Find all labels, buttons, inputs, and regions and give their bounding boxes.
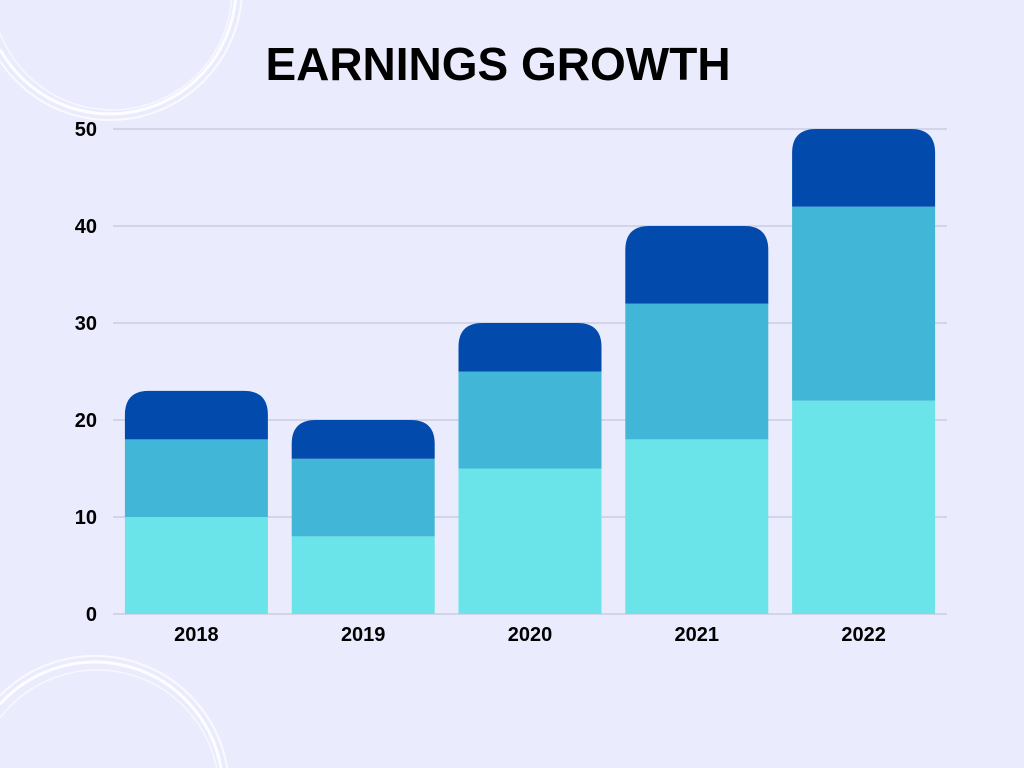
- bar-segment-2: [291, 458, 435, 537]
- bar-stack-2018: [124, 390, 268, 614]
- decorative-rings-top-left: [0, 0, 243, 122]
- x-axis-ticks: 2018 2019 2020 2021 2022: [174, 624, 886, 646]
- x-tick-label: 2018: [174, 624, 219, 646]
- chart-title: EARNINGS GROWTH: [265, 38, 730, 90]
- y-tick-label: 50: [75, 119, 97, 141]
- y-tick-label: 0: [86, 604, 97, 626]
- bar-segment-3: [792, 129, 936, 207]
- bars: [124, 129, 936, 614]
- bar-stack-2020: [458, 323, 602, 614]
- bar-stack-2021: [625, 226, 769, 614]
- bar-segment-2: [458, 371, 602, 469]
- x-tick-label: 2020: [508, 624, 553, 646]
- y-tick-label: 40: [75, 216, 97, 238]
- x-tick-label: 2022: [841, 624, 886, 646]
- bar-segment-2: [792, 206, 936, 401]
- bar-segment-1: [458, 468, 602, 614]
- bar-segment-3: [124, 390, 268, 440]
- bar-segment-1: [291, 536, 435, 614]
- decorative-rings-bottom-left: [0, 654, 229, 768]
- y-axis-ticks: 0 10 20 30 40 50: [75, 119, 97, 626]
- x-tick-label: 2019: [341, 624, 386, 646]
- bar-stack-2019: [291, 420, 435, 614]
- x-tick-label: 2021: [675, 624, 720, 646]
- bar-segment-1: [625, 439, 769, 614]
- bar-segment-2: [625, 303, 769, 440]
- bar-segment-1: [124, 517, 268, 614]
- y-tick-label: 30: [75, 313, 97, 335]
- bar-segment-3: [625, 226, 769, 304]
- bar-segment-1: [792, 400, 936, 614]
- bar-segment-2: [124, 439, 268, 517]
- bar-segment-3: [458, 323, 602, 372]
- bar-stack-2022: [792, 129, 936, 614]
- y-tick-label: 20: [75, 410, 97, 432]
- bar-segment-3: [291, 420, 435, 459]
- y-tick-label: 10: [75, 507, 97, 529]
